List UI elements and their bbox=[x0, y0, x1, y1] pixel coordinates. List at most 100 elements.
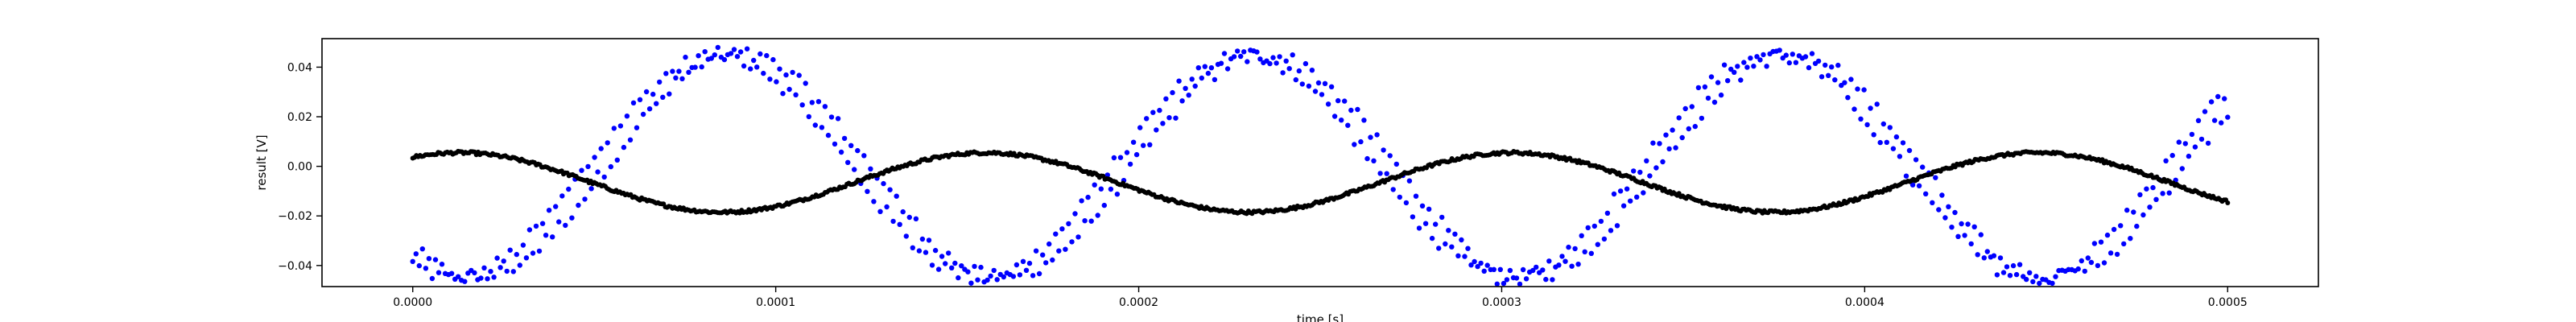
data-point bbox=[501, 258, 506, 264]
data-point bbox=[699, 64, 704, 70]
data-point bbox=[988, 273, 993, 279]
data-point bbox=[1189, 76, 1195, 82]
data-point bbox=[1689, 104, 1695, 109]
data-point bbox=[1832, 77, 1838, 83]
data-point bbox=[1809, 51, 1815, 56]
data-point bbox=[1579, 233, 1584, 238]
data-point bbox=[721, 56, 728, 63]
data-point bbox=[1884, 139, 1889, 145]
data-point bbox=[1358, 138, 1364, 145]
data-point bbox=[2192, 144, 2198, 150]
data-point bbox=[1290, 52, 1295, 58]
data-point bbox=[1179, 98, 1185, 104]
data-point bbox=[767, 76, 773, 82]
data-point bbox=[1718, 92, 1724, 98]
data-point bbox=[1114, 192, 1121, 197]
data-point bbox=[1368, 134, 1373, 140]
data-point bbox=[1013, 262, 1020, 268]
data-point bbox=[754, 64, 760, 70]
data-point bbox=[2137, 192, 2143, 198]
data-point bbox=[1335, 97, 1341, 104]
data-point bbox=[1595, 242, 1601, 247]
y-axis: −0.04 −0.02 0.00 0.02 0.04 bbox=[278, 61, 322, 273]
data-point bbox=[1377, 171, 1383, 176]
data-point bbox=[650, 91, 656, 97]
data-point bbox=[416, 262, 422, 269]
data-point bbox=[582, 196, 588, 202]
series-2 bbox=[410, 148, 2231, 217]
data-point bbox=[1274, 60, 1279, 66]
data-point bbox=[2202, 109, 2208, 114]
data-point bbox=[630, 100, 637, 105]
data-point bbox=[1010, 274, 1017, 279]
data-point bbox=[1283, 58, 1289, 64]
data-point bbox=[1059, 226, 1065, 232]
data-point bbox=[2150, 184, 2156, 191]
data-point bbox=[799, 102, 805, 108]
data-point bbox=[1147, 142, 1153, 147]
data-point bbox=[751, 57, 757, 64]
data-point bbox=[1984, 249, 1990, 254]
data-point bbox=[994, 277, 1000, 283]
data-point bbox=[1088, 218, 1094, 224]
data-point bbox=[2013, 271, 2020, 278]
data-point bbox=[692, 64, 698, 70]
data-point bbox=[1403, 200, 1410, 206]
data-point bbox=[1738, 77, 1744, 83]
data-point bbox=[1670, 127, 1675, 133]
data-point bbox=[1909, 182, 1916, 188]
data-point bbox=[952, 260, 958, 266]
data-point bbox=[1617, 188, 1624, 194]
data-point bbox=[1978, 232, 1984, 237]
data-point bbox=[670, 68, 675, 74]
data-point bbox=[1235, 48, 1241, 54]
data-point bbox=[1328, 84, 1335, 90]
data-point bbox=[1322, 80, 1328, 87]
data-point bbox=[2114, 251, 2120, 258]
data-point bbox=[2163, 158, 2169, 163]
data-point bbox=[1449, 244, 1455, 250]
data-point bbox=[1410, 214, 1416, 220]
data-point bbox=[1933, 175, 1938, 180]
data-point bbox=[790, 69, 795, 76]
data-point bbox=[1728, 66, 1734, 72]
data-point bbox=[679, 76, 685, 82]
data-point bbox=[774, 79, 779, 85]
data-point bbox=[2198, 136, 2205, 142]
data-point bbox=[708, 56, 714, 61]
data-point bbox=[686, 69, 691, 76]
data-point bbox=[1387, 153, 1393, 159]
data-point bbox=[553, 204, 559, 209]
data-point bbox=[815, 99, 822, 105]
data-point bbox=[563, 222, 568, 229]
data-point bbox=[1920, 164, 1926, 170]
data-point bbox=[1163, 96, 1169, 102]
data-point bbox=[1530, 267, 1536, 274]
data-point bbox=[1098, 186, 1104, 192]
data-point bbox=[855, 147, 861, 154]
data-point bbox=[1761, 52, 1766, 58]
data-point bbox=[595, 169, 601, 175]
data-point bbox=[510, 269, 516, 275]
data-point bbox=[926, 237, 932, 243]
data-point bbox=[1050, 257, 1055, 263]
data-point bbox=[1063, 246, 1068, 252]
data-point bbox=[1968, 241, 1974, 247]
data-point bbox=[1725, 78, 1731, 84]
data-point bbox=[673, 75, 679, 81]
data-point bbox=[1997, 255, 2004, 261]
data-point bbox=[432, 257, 439, 262]
data-point bbox=[2095, 262, 2101, 269]
data-point bbox=[439, 262, 445, 267]
data-point bbox=[1186, 93, 1191, 98]
data-point bbox=[838, 149, 844, 155]
data-point bbox=[1663, 132, 1669, 138]
data-point bbox=[491, 275, 497, 280]
data-point bbox=[1507, 267, 1513, 274]
data-point bbox=[1955, 233, 1961, 239]
data-point bbox=[1497, 266, 1504, 272]
data-point bbox=[663, 71, 669, 76]
data-point bbox=[822, 104, 828, 109]
data-point bbox=[1218, 60, 1224, 66]
